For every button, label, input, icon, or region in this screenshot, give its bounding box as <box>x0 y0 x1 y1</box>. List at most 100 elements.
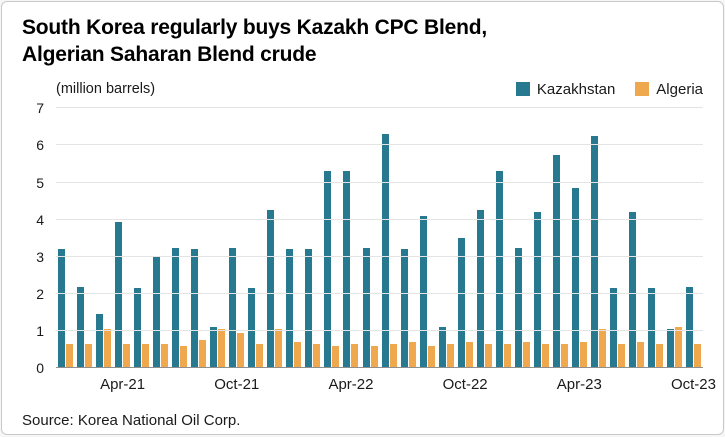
bar-kazakhstan-jul-21 <box>172 247 180 369</box>
chart-title: South Korea regularly buys Kazakh CPC Bl… <box>22 15 703 68</box>
bar-group-may-21 <box>132 108 151 369</box>
bar-group-jul-23 <box>627 108 646 369</box>
bar-group-oct-21 <box>227 108 246 369</box>
bar-kazakhstan-apr-23 <box>571 188 579 369</box>
bar-kazakhstan-oct-23 <box>686 286 694 369</box>
bar-group-jun-23 <box>608 108 627 369</box>
bar-kazakhstan-oct-21 <box>229 247 237 369</box>
chart-title-line2: Algerian Saharan Blend crude <box>22 42 317 66</box>
legend-swatch-kazakhstan <box>515 82 530 97</box>
bar-kazakhstan-sep-22 <box>438 327 446 369</box>
bar-kazakhstan-sep-23 <box>667 329 675 369</box>
bar-kazakhstan-jan-22 <box>286 249 294 369</box>
bar-group-jan-21 <box>56 108 75 369</box>
gridline <box>56 330 703 332</box>
bar-algeria-apr-22 <box>351 344 359 369</box>
chart-title-line1: South Korea regularly buys Kazakh CPC Bl… <box>22 16 487 39</box>
bar-algeria-aug-21 <box>199 340 207 369</box>
y-tick-label: 5 <box>36 174 44 191</box>
x-tick-label-oct-22: Oct-22 <box>442 376 488 394</box>
gridline <box>56 107 703 109</box>
bar-algeria-jun-23 <box>617 344 625 369</box>
bar-algeria-may-21 <box>142 344 150 369</box>
legend-swatch-algeria <box>635 82 650 97</box>
bar-algeria-oct-23 <box>694 344 702 369</box>
legend-label-kazakhstan: Kazakhstan <box>536 80 616 98</box>
bar-group-jan-22 <box>284 108 303 369</box>
bar-group-apr-21 <box>113 108 132 369</box>
bar-group-mar-21 <box>94 108 113 369</box>
bar-algeria-may-22 <box>370 346 378 369</box>
bar-kazakhstan-jan-23 <box>514 247 522 369</box>
x-tick-label-oct-21: Oct-21 <box>214 376 260 394</box>
gridline <box>56 293 703 295</box>
bar-algeria-oct-22 <box>465 342 473 369</box>
x-tick-label-apr-22: Apr-22 <box>328 376 374 394</box>
y-axis: 0 1 2 3 4 5 6 7 <box>22 101 48 375</box>
x-tick-label-apr-21: Apr-21 <box>100 376 146 394</box>
y-tick-label: 1 <box>36 323 44 340</box>
bar-algeria-jan-22 <box>294 342 302 369</box>
bar-group-oct-23 <box>684 108 703 369</box>
bar-group-jun-21 <box>151 108 170 369</box>
y-tick-label: 7 <box>36 100 44 117</box>
bar-algeria-nov-21 <box>256 344 264 369</box>
bar-algeria-feb-23 <box>541 344 549 369</box>
bar-kazakhstan-dec-22 <box>495 171 503 369</box>
bar-kazakhstan-jul-23 <box>628 212 636 369</box>
bar-group-nov-22 <box>475 108 494 369</box>
bar-algeria-feb-21 <box>85 344 93 369</box>
gridline <box>56 218 703 220</box>
bar-algeria-sep-21 <box>218 329 226 369</box>
bar-algeria-jan-23 <box>522 342 530 369</box>
y-tick-label: 3 <box>36 248 44 265</box>
bar-algeria-may-23 <box>598 329 606 369</box>
bar-group-jun-22 <box>380 108 399 369</box>
bar-algeria-jun-22 <box>389 344 397 369</box>
x-tick-label-apr-23: Apr-23 <box>556 376 602 394</box>
bar-kazakhstan-feb-22 <box>305 249 313 369</box>
x-tick-label-oct-23: Oct-23 <box>670 376 716 394</box>
bar-algeria-nov-22 <box>484 344 492 369</box>
bar-group-feb-21 <box>75 108 94 369</box>
plot-area <box>56 107 703 369</box>
bar-algeria-jul-21 <box>180 346 188 369</box>
bar-group-dec-21 <box>265 108 284 369</box>
bar-group-jan-23 <box>513 108 532 369</box>
bar-group-sep-23 <box>665 108 684 369</box>
bar-group-mar-23 <box>551 108 570 369</box>
bar-algeria-aug-22 <box>427 346 435 369</box>
legend: Kazakhstan Algeria <box>515 80 703 98</box>
bar-kazakhstan-nov-22 <box>476 210 484 369</box>
bar-group-mar-22 <box>322 108 341 369</box>
bar-kazakhstan-aug-23 <box>647 288 655 369</box>
bar-algeria-jul-22 <box>408 342 416 369</box>
chart: 0 1 2 3 4 5 6 7 Apr-21 Oct-21 Apr-22 Oct-22 Apr-23 O… <box>22 101 716 398</box>
bar-group-apr-22 <box>341 108 360 369</box>
bar-algeria-feb-22 <box>313 344 321 369</box>
bar-kazakhstan-may-22 <box>362 247 370 369</box>
bar-kazakhstan-jun-21 <box>153 256 161 369</box>
bar-algeria-jan-21 <box>66 344 74 369</box>
bar-algeria-oct-21 <box>237 333 245 369</box>
gridline <box>56 144 703 146</box>
bar-kazakhstan-sep-21 <box>210 327 218 369</box>
bar-algeria-sep-23 <box>675 327 683 369</box>
bar-kazakhstan-dec-21 <box>267 210 275 369</box>
x-axis-baseline <box>56 367 703 369</box>
bars <box>56 108 703 369</box>
bar-group-feb-23 <box>532 108 551 369</box>
bar-group-aug-21 <box>189 108 208 369</box>
bar-kazakhstan-jun-22 <box>381 134 389 369</box>
bar-kazakhstan-mar-23 <box>552 154 560 369</box>
bar-kazakhstan-apr-21 <box>115 221 123 369</box>
bar-kazakhstan-apr-22 <box>343 171 351 369</box>
y-axis-unit-label: (million barrels) <box>56 81 156 98</box>
bar-kazakhstan-nov-21 <box>248 288 256 369</box>
legend-item-kazakhstan: Kazakhstan <box>515 80 616 98</box>
bar-group-sep-21 <box>208 108 227 369</box>
bar-group-aug-22 <box>418 108 437 369</box>
gridline <box>56 255 703 257</box>
bar-algeria-apr-23 <box>579 342 587 369</box>
